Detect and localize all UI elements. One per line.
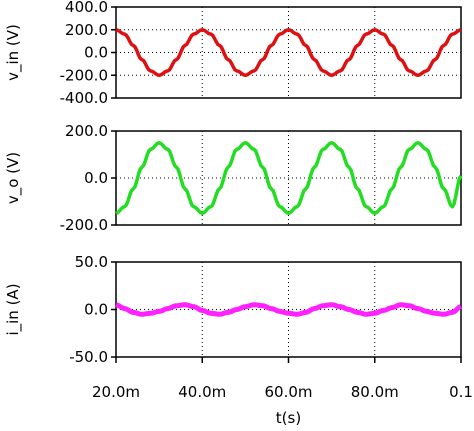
y-tick-label: 0.0 — [84, 301, 108, 319]
y-tick-label: -50.0 — [69, 348, 108, 366]
y-tick-label: 0.0 — [84, 169, 108, 187]
y-tick-label: 200.0 — [65, 122, 108, 140]
y-axis-label: i_in (A) — [4, 283, 23, 335]
y-tick-label: 400.0 — [65, 0, 108, 16]
x-tick-label: 20.0m — [92, 383, 140, 401]
x-tick-label: 40.0m — [178, 383, 226, 401]
y-axis-label: v_o (V) — [4, 152, 23, 204]
y-tick-label: -200.0 — [60, 216, 108, 234]
y-tick-label: 0.0 — [84, 44, 108, 62]
series-line-3 — [115, 302, 462, 317]
y-tick-label: -400.0 — [60, 89, 108, 107]
y-axis-label: v_in (V) — [4, 24, 23, 81]
series-line-1 — [115, 28, 462, 78]
x-tick-label: 80.0m — [351, 383, 399, 401]
x-tick-label: 60.0m — [264, 383, 312, 401]
x-axis-label: t(s) — [276, 409, 301, 427]
y-tick-label: -200.0 — [60, 66, 108, 84]
y-tick-label: 50.0 — [75, 253, 108, 271]
series-line-2 — [115, 141, 463, 216]
x-tick-label: 0.1 — [449, 383, 473, 401]
y-tick-label: 200.0 — [65, 21, 108, 39]
